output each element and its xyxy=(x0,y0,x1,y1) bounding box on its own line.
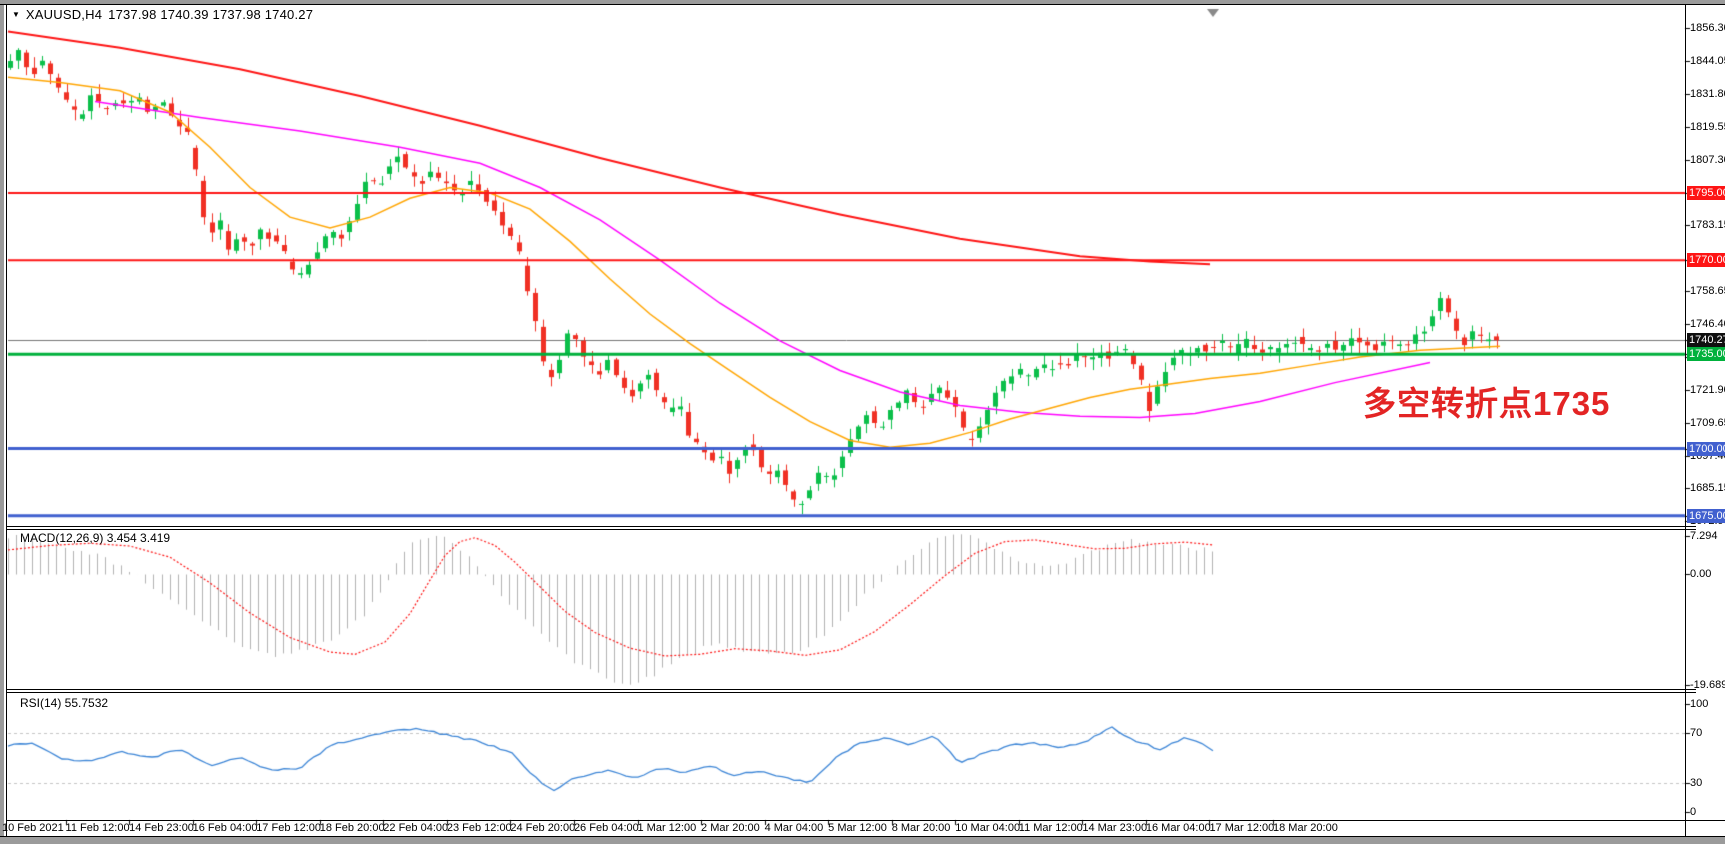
chart-title-row: ▼ XAUUSD,H4 1737.98 1740.39 1737.98 1740… xyxy=(12,7,313,22)
separator-macd-rsi-outer xyxy=(6,689,1696,690)
price-badge: 1770.00 xyxy=(1687,253,1725,268)
time-axis-label: 18 Feb 20:00 xyxy=(319,822,385,834)
price-badge: 1795.00 xyxy=(1687,185,1725,200)
macd-axis-label: 7.294 xyxy=(1690,530,1718,542)
price-badge: 1700.00 xyxy=(1687,441,1725,456)
time-axis-label: 4 Mar 04:00 xyxy=(764,822,824,834)
macd-panel-label: MACD(12,26,9) 3.454 3.419 xyxy=(20,531,171,545)
time-axis-label: 14 Mar 23:00 xyxy=(1082,822,1148,834)
time-axis-label: 14 Feb 23:00 xyxy=(129,822,194,834)
price-axis-label: 1709.65 xyxy=(1690,416,1725,429)
time-axis-label: 11 Mar 12:00 xyxy=(1018,822,1083,834)
window-bottom-border xyxy=(0,836,1725,837)
rsi-panel-label: RSI(14) 55.7532 xyxy=(20,696,109,710)
price-axis-label: 1746.40 xyxy=(1690,317,1725,330)
window-bottom-edge xyxy=(0,837,1725,844)
time-axis-label: 5 Mar 12:00 xyxy=(828,822,887,834)
time-axis-label: 23 Feb 12:00 xyxy=(446,822,512,834)
time-axis-label: 11 Feb 12:00 xyxy=(65,822,130,834)
symbol-marker-icon: ▼ xyxy=(12,9,20,19)
time-axis-label: 17 Feb 12:00 xyxy=(256,822,322,834)
time-axis-label: 17 Mar 12:00 xyxy=(1209,822,1275,834)
window-top-edge xyxy=(0,0,1725,4)
time-axis-label: 8 Mar 20:00 xyxy=(891,822,951,834)
ohlc-values: 1737.98 1740.39 1737.98 1740.27 xyxy=(108,7,314,22)
chart-top-border xyxy=(0,4,1725,5)
window-left-edge xyxy=(0,0,4,844)
macd-axis-label: -19.689 xyxy=(1690,679,1725,691)
time-axis-label: 24 Feb 20:00 xyxy=(510,822,576,834)
price-axis-label: 1783.15 xyxy=(1690,218,1725,231)
rsi-axis-label: 70 xyxy=(1690,727,1703,739)
price-badge: 1675.00 xyxy=(1687,508,1725,523)
time-axis-label: 2 Mar 20:00 xyxy=(701,822,760,834)
price-axis-label: 1721.90 xyxy=(1690,383,1725,396)
time-axis-label: 10 Feb 2021 xyxy=(2,822,64,834)
price-badge: 1740.27 xyxy=(1687,333,1725,348)
rsi-axis-label: 0 xyxy=(1690,806,1697,818)
time-axis-border xyxy=(6,820,1725,821)
time-axis-label: 10 Mar 04:00 xyxy=(955,822,1021,834)
price-axis-label: 1844.05 xyxy=(1690,54,1725,67)
price-axis-label: 1819.55 xyxy=(1690,120,1725,133)
separator-main-macd-outer xyxy=(6,526,1696,527)
rsi-axis-label: 100 xyxy=(1690,698,1709,710)
time-axis-label: 16 Feb 04:00 xyxy=(192,822,258,834)
time-axis-label: 18 Mar 20:00 xyxy=(1273,822,1338,834)
price-axis-label: 1831.80 xyxy=(1690,87,1725,100)
time-axis-label: 1 Mar 12:00 xyxy=(637,822,697,834)
time-axis-label: 26 Feb 04:00 xyxy=(573,822,639,834)
price-axis-label: 1685.15 xyxy=(1690,482,1725,495)
separator-macd-rsi-inner xyxy=(6,692,1696,693)
rsi-axis-label: 30 xyxy=(1690,777,1703,789)
chart-left-border xyxy=(6,4,7,836)
price-axis-label: 1856.30 xyxy=(1690,22,1725,34)
price-axis-label: 1758.65 xyxy=(1690,284,1725,297)
price-badge: 1735.00 xyxy=(1687,347,1725,362)
macd-axis-label: 0.00 xyxy=(1690,568,1712,580)
separator-main-macd-inner xyxy=(6,529,1696,530)
time-axis-label: 22 Feb 04:00 xyxy=(383,822,449,834)
time-axis-label: 16 Mar 04:00 xyxy=(1145,822,1211,834)
price-axis-label: 1807.30 xyxy=(1690,153,1725,166)
pivot-annotation-text: 多空转折点1735 xyxy=(1363,385,1611,422)
price-axis-border xyxy=(1685,4,1686,836)
symbol-period-label: XAUUSD,H4 xyxy=(25,7,103,22)
